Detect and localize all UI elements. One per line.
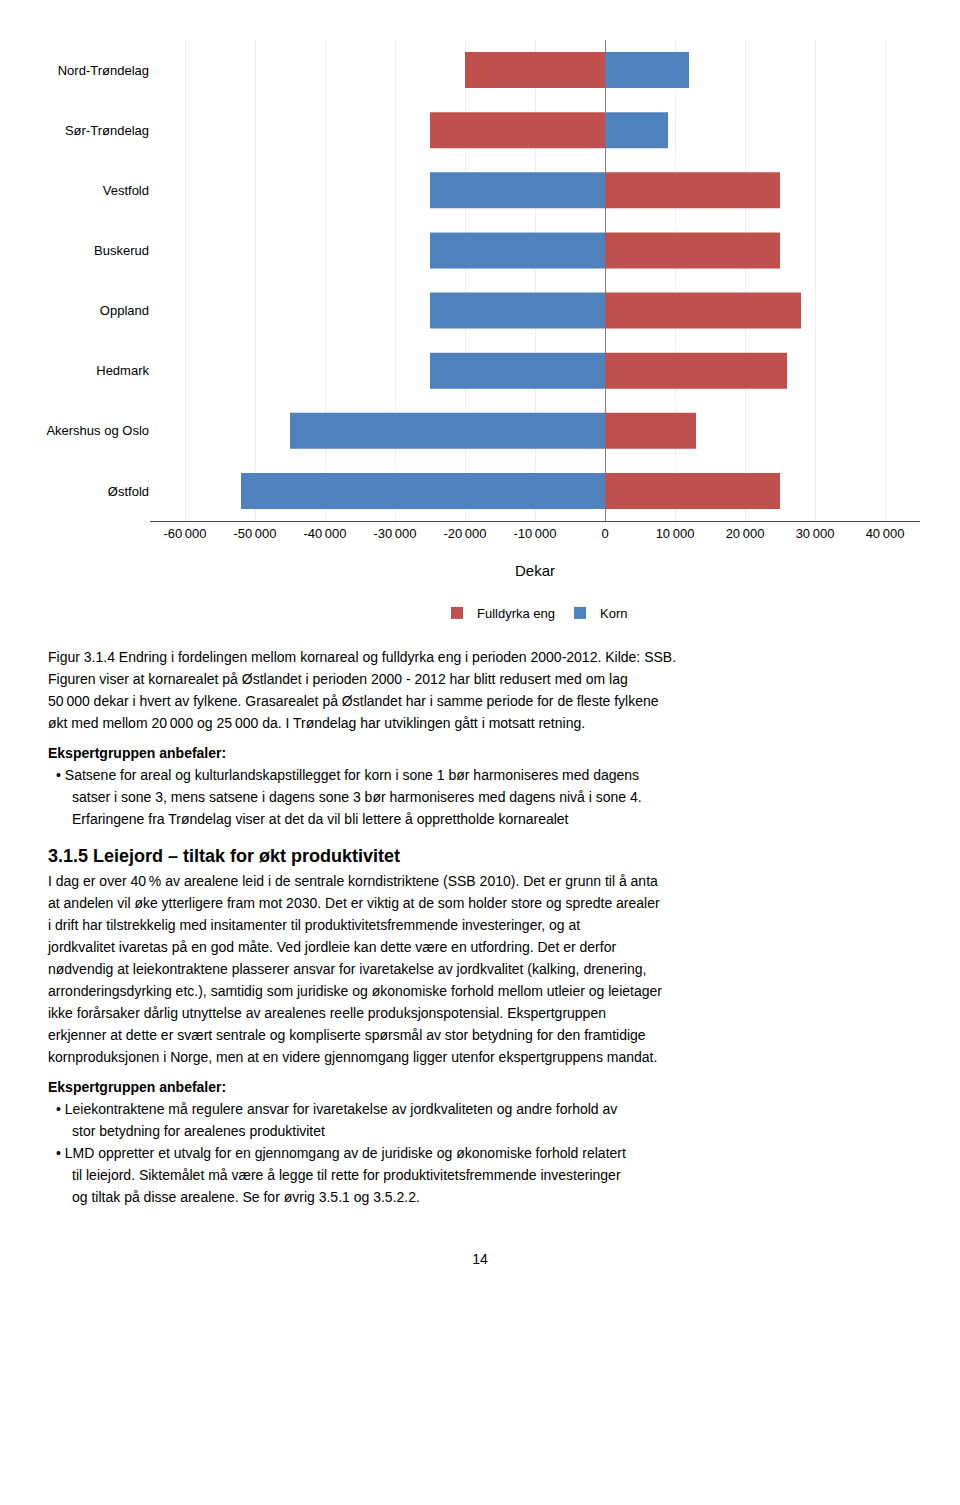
html-text:arronderingsdyrking etc.), sam: arronderingsdyrking etc.), samtidig som … <box>48 983 662 999</box>
svg-text:Dekar: Dekar <box>515 562 555 579</box>
svg-text:Østfold: Østfold <box>108 483 149 498</box>
html-text:erkjenner at dette er svært se: erkjenner at dette er svært sentrale og … <box>48 1027 646 1043</box>
svg-text:Buskerud: Buskerud <box>94 243 149 258</box>
svg-text:-30 000: -30 000 <box>373 526 416 541</box>
svg-text:-60 000: -60 000 <box>163 526 206 541</box>
html-text:at andelen vil øke ytterligere: at andelen vil øke ytterligere fram mot … <box>48 895 660 911</box>
svg-text:-20 000: -20 000 <box>443 526 486 541</box>
html-text:Erfaringene fra Trøndelag vise: Erfaringene fra Trøndelag viser at det d… <box>72 811 569 827</box>
html-text:økt med mellom 20 000 og 25 00: økt med mellom 20 000 og 25 000 da. I Tr… <box>48 715 586 731</box>
html-text:14: 14 <box>472 1251 488 1267</box>
html-text:• Leiekontraktene må regulere: • Leiekontraktene må regulere ansvar for… <box>56 1101 618 1117</box>
html-text:til leiejord. Siktemålet må væ: til leiejord. Siktemålet må være å legge… <box>72 1167 621 1183</box>
html-text:50 000 dekar i hvert av fylken: 50 000 dekar i hvert av fylkene. Grasare… <box>48 693 659 709</box>
html-text:I dag er over 40 % av arealene: I dag er over 40 % av arealene leid i de… <box>48 873 658 889</box>
html-text:ikke forårsaker dårlig utnytte: ikke forårsaker dårlig utnyttelse av are… <box>48 1005 606 1021</box>
svg-text:Oppland: Oppland <box>100 303 149 318</box>
svg-text:Akershus og Oslo: Akershus og Oslo <box>46 423 149 438</box>
svg-text:Fulldyrka eng: Fulldyrka eng <box>477 606 555 621</box>
svg-text:0: 0 <box>601 526 608 541</box>
svg-text:Hedmark: Hedmark <box>96 363 149 378</box>
svg-text:-50 000: -50 000 <box>233 526 276 541</box>
html-text:satser i sone 3, mens satsene: satser i sone 3, mens satsene i dagens s… <box>72 789 642 805</box>
html-text:i drift har tilstrekkelig med: i drift har tilstrekkelig med insitament… <box>48 917 581 933</box>
svg-text:Sør-Trøndelag: Sør-Trøndelag <box>65 123 149 138</box>
html-text:kornproduksjonen i Norge, men: kornproduksjonen i Norge, men at en vide… <box>48 1049 658 1065</box>
html-text:jordkvalitet ivaretas på en go: jordkvalitet ivaretas på en god måte. Ve… <box>48 939 617 955</box>
svg-text:Nord-Trøndelag: Nord-Trøndelag <box>58 63 149 78</box>
svg-text:10 000: 10 000 <box>656 526 695 541</box>
svg-text:-40 000: -40 000 <box>303 526 346 541</box>
html-text:Ekspertgruppen anbefaler:: Ekspertgruppen anbefaler: <box>48 745 227 761</box>
html-text:• Satsene for areal og kulturl: • Satsene for areal og kulturlandskapsti… <box>56 767 640 783</box>
html-text:Figuren viser at kornarealet p: Figuren viser at kornarealet på Østlande… <box>48 671 628 687</box>
svg-text:-10 000: -10 000 <box>513 526 556 541</box>
svg-text:20 000: 20 000 <box>726 526 765 541</box>
html-text:og tiltak på disse arealene. S: og tiltak på disse arealene. Se for øvri… <box>72 1189 420 1205</box>
svg-text:Vestfold: Vestfold <box>103 183 149 198</box>
html-text:3.1.5 Leiejord – tiltak for øk: 3.1.5 Leiejord – tiltak for økt produkti… <box>48 846 401 866</box>
html-text:• LMD oppretter et utvalg for: • LMD oppretter et utvalg for en gjennom… <box>56 1145 626 1161</box>
html-text:nødvendig at leiekontraktene p: nødvendig at leiekontraktene plasserer a… <box>48 961 647 977</box>
svg-text:30 000: 30 000 <box>796 526 835 541</box>
html-text:Ekspertgruppen anbefaler:: Ekspertgruppen anbefaler: <box>48 1079 227 1095</box>
svg-text:40 000: 40 000 <box>866 526 905 541</box>
svg-text:Korn: Korn <box>600 606 627 621</box>
html-text:Figur 3.1.4 Endring i fordelin: Figur 3.1.4 Endring i fordelingen mellom… <box>48 649 676 665</box>
html-text:stor betydning for arealenes p: stor betydning for arealenes produktivit… <box>72 1123 325 1139</box>
